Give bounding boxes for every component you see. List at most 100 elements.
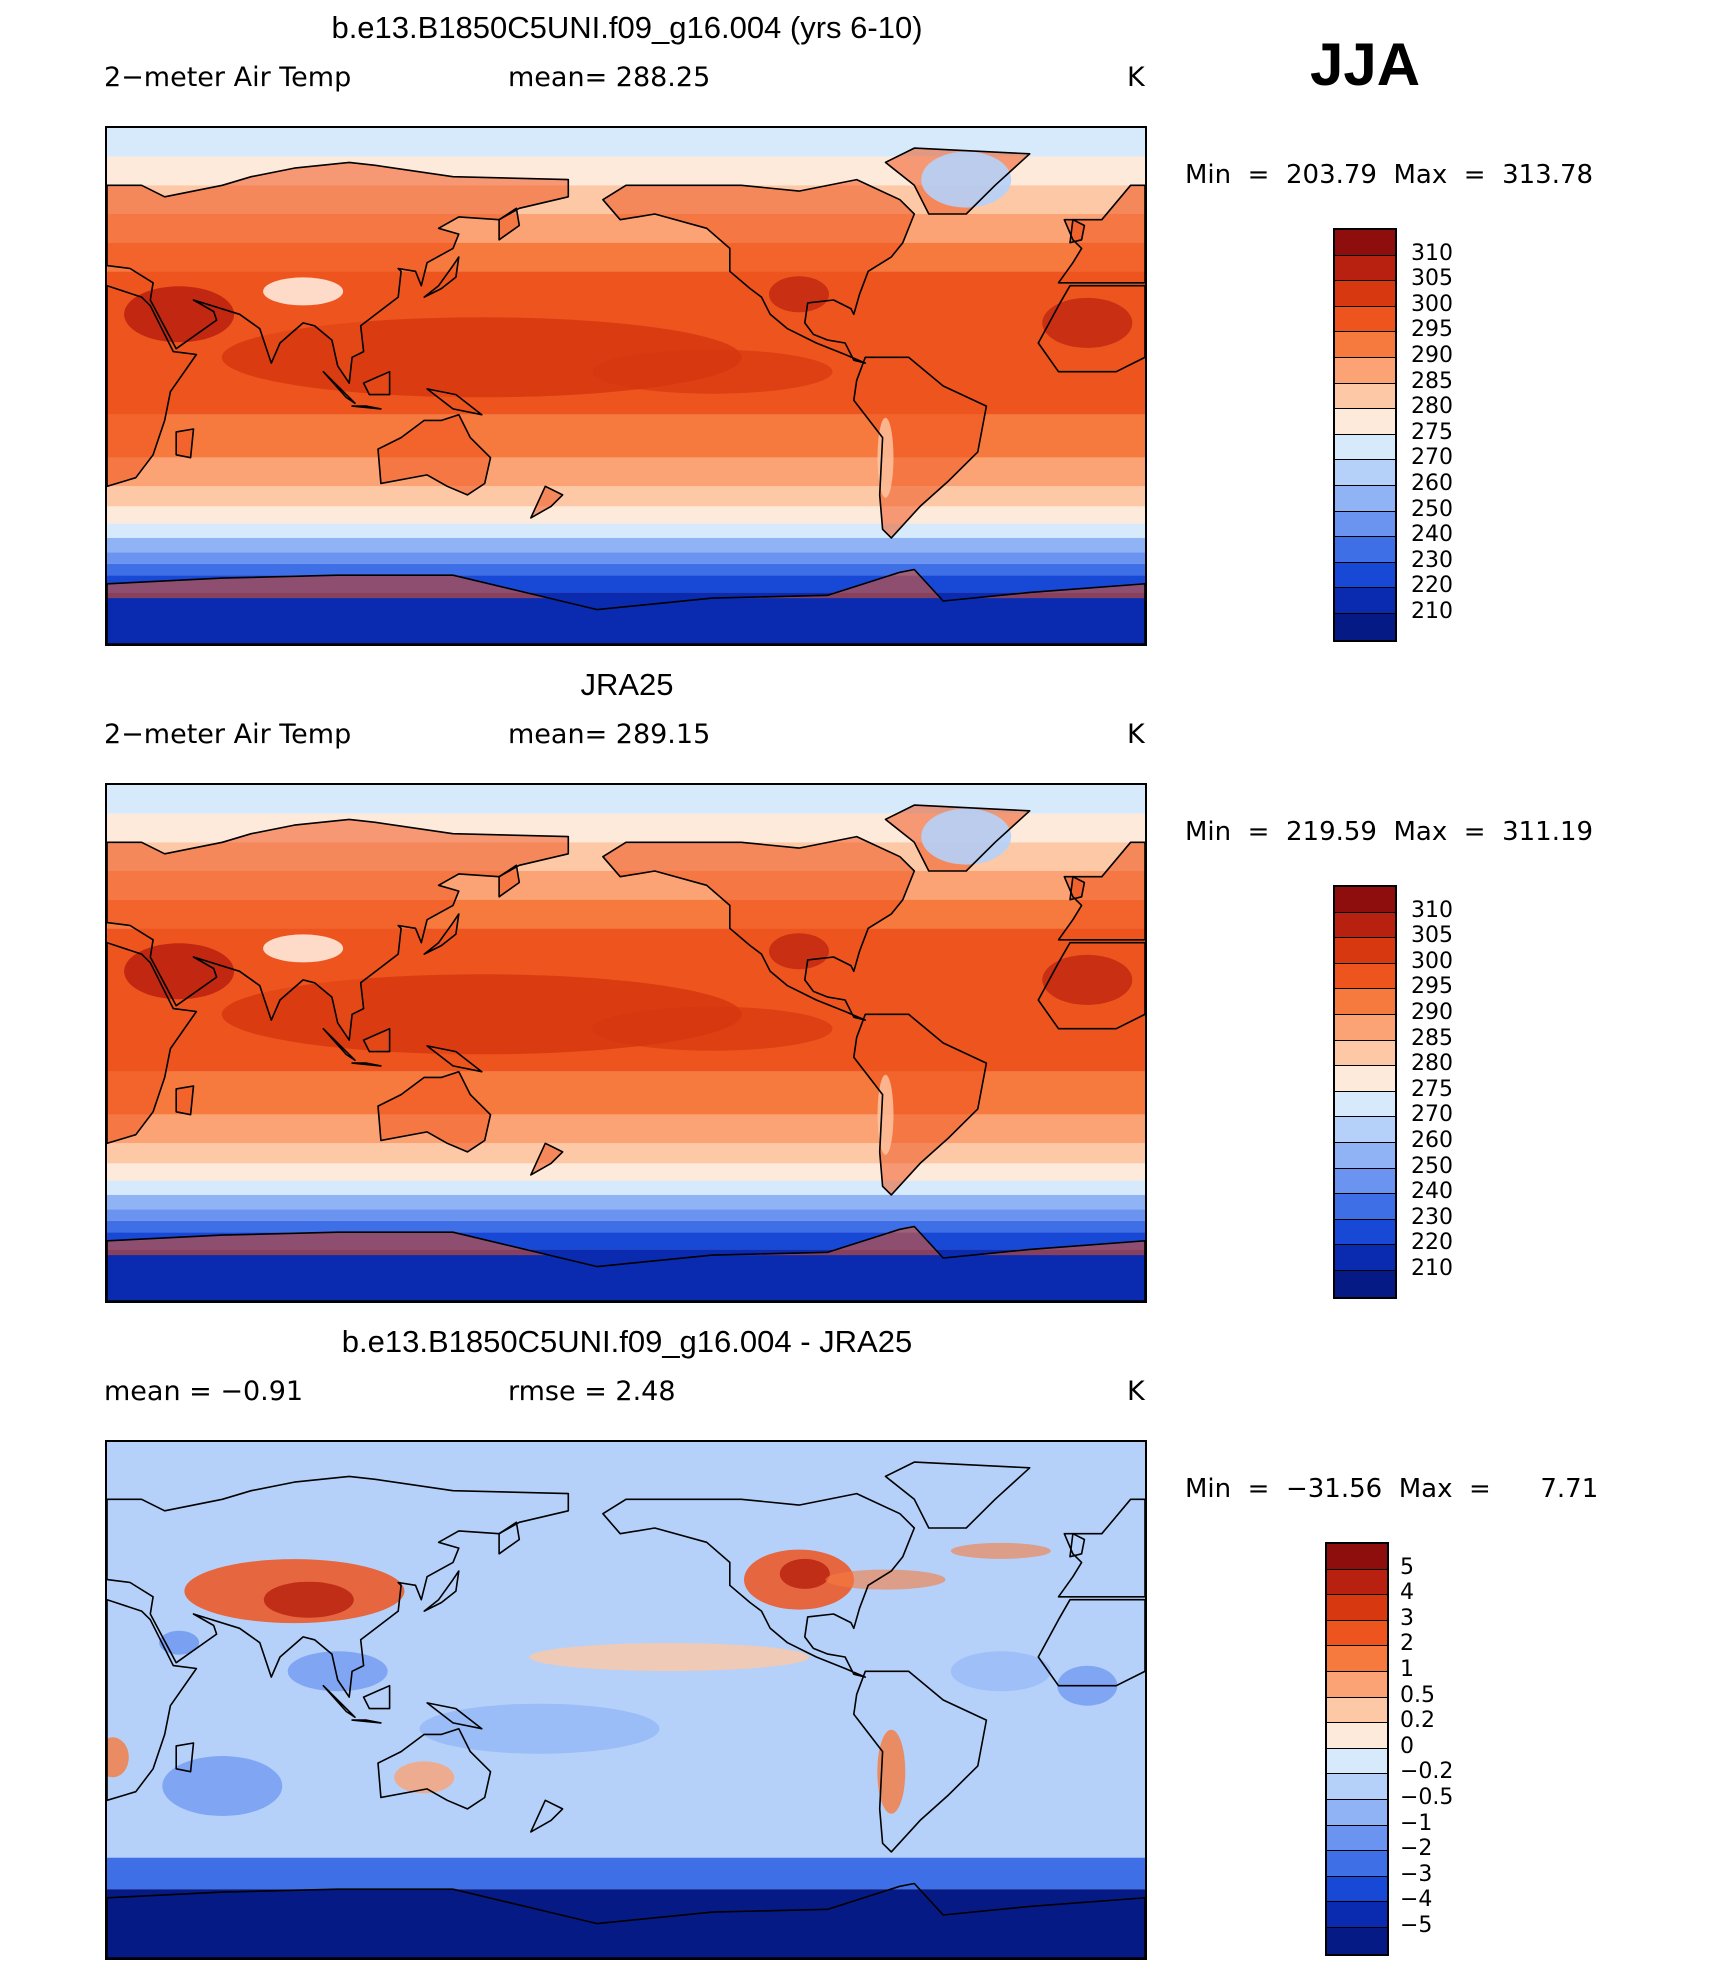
colorbar-tick-label: 285 (1411, 368, 1453, 394)
colorbar-tick-label: 285 (1411, 1025, 1453, 1051)
colorbar-cell (1327, 1902, 1387, 1928)
rmse-label: rmse = 2.48 (508, 1376, 676, 1407)
colorbar-cell (1327, 1646, 1387, 1672)
colorbar-tick-label: 275 (1411, 419, 1453, 445)
colorbar-tick-label: 310 (1411, 240, 1453, 266)
colorbar-tick-label: 280 (1411, 394, 1453, 420)
colorbar-tick-label: −1 (1400, 1810, 1433, 1836)
colorbar-tick-label: 230 (1411, 1204, 1453, 1230)
colorbar-cell (1335, 485, 1395, 512)
colorbar-cell (1335, 989, 1395, 1015)
colorbar-tick-label: 295 (1411, 317, 1453, 343)
colorbar-tick-label: 240 (1411, 522, 1453, 548)
colorbar (1333, 228, 1397, 642)
colorbar-tick-label: 260 (1411, 1128, 1453, 1153)
units-label: K (1127, 1376, 1145, 1407)
variable-label: 2−meter Air Temp (104, 62, 352, 93)
colorbar-cell (1335, 357, 1395, 384)
season-label: JJA (1310, 31, 1421, 98)
colorbar-tick-label: 300 (1411, 948, 1453, 974)
colorbar-tick-label: 270 (1411, 1102, 1453, 1128)
map-obs (105, 783, 1147, 1303)
panel-title: JRA25 (580, 667, 674, 702)
colorbar-tick-label: −3 (1400, 1861, 1433, 1887)
colorbar-tick-label: 305 (1411, 923, 1453, 949)
colorbar-tick-label: 4 (1400, 1580, 1414, 1606)
colorbar-cell (1335, 230, 1395, 256)
colorbar-tick-label: 2 (1400, 1631, 1414, 1657)
colorbar-tick-label: −4 (1400, 1887, 1433, 1913)
colorbar-tick-label: 250 (1411, 496, 1453, 522)
map-diff (105, 1440, 1147, 1960)
mean-label: mean= 288.25 (508, 62, 711, 93)
colorbar-tick-label: 290 (1411, 343, 1453, 368)
colorbar-tick-label: 0.2 (1400, 1708, 1435, 1734)
colorbar-cell (1327, 1927, 1387, 1954)
colorbar-cell (1327, 1748, 1387, 1775)
colorbar-tick-label: 275 (1411, 1076, 1453, 1102)
map-field (107, 128, 1145, 644)
colorbar-cell (1327, 1671, 1387, 1698)
panel-obs: JRA25 2−meter Air Temp mean= 289.15 K Mi… (0, 657, 1710, 1313)
colorbar-tick-label: 0 (1400, 1733, 1414, 1759)
colorbar-tick-label: −0.2 (1400, 1759, 1454, 1785)
colorbar-cell (1335, 306, 1395, 333)
colorbar-cell (1335, 588, 1395, 614)
colorbar-cell (1335, 332, 1395, 358)
colorbar-tick-label: 295 (1411, 974, 1453, 1000)
colorbar-tick-label: 250 (1411, 1153, 1453, 1179)
mean-label: mean = −0.91 (104, 1376, 304, 1407)
colorbar-cell (1335, 1168, 1395, 1195)
colorbar-cell (1335, 1091, 1395, 1118)
colorbar-cell (1335, 1270, 1395, 1297)
colorbar-tick-label: 290 (1411, 1000, 1453, 1025)
map-field (107, 1442, 1145, 1958)
colorbar-cell (1335, 1117, 1395, 1143)
panel-title: b.e13.B1850C5UNI.f09_g16.004 - JRA25 (341, 1324, 913, 1359)
colorbar-tick-label: 3 (1400, 1605, 1414, 1631)
map-model (105, 126, 1147, 646)
colorbar-tick-label: 270 (1411, 445, 1453, 471)
colorbar-tick-label: 210 (1411, 599, 1453, 624)
colorbar-cell (1335, 460, 1395, 486)
colorbar-tick-label: 220 (1411, 1230, 1453, 1256)
colorbar-tick-label: 230 (1411, 547, 1453, 573)
colorbar-cell (1335, 281, 1395, 307)
colorbar-cell (1327, 1851, 1387, 1877)
map-field (107, 785, 1145, 1301)
colorbar-cell (1335, 511, 1395, 538)
colorbar-cell (1335, 1219, 1395, 1246)
colorbar-tick-label: 280 (1411, 1051, 1453, 1077)
colorbar-cell (1335, 912, 1395, 939)
colorbar-cell (1335, 1245, 1395, 1271)
colorbar-tick-label: 260 (1411, 471, 1453, 496)
colorbar-tick-label: 305 (1411, 266, 1453, 292)
colorbar-cell (1335, 938, 1395, 964)
colorbar-cell (1327, 1876, 1387, 1903)
colorbar-tick-label: 1 (1400, 1657, 1414, 1682)
colorbar-tick-label: 5 (1400, 1554, 1414, 1580)
colorbar-cell (1335, 963, 1395, 990)
colorbar (1333, 885, 1397, 1299)
colorbar-cell (1335, 1142, 1395, 1169)
colorbar-cell (1327, 1544, 1387, 1570)
variable-label: 2−meter Air Temp (104, 719, 352, 750)
colorbar-cell (1335, 409, 1395, 435)
colorbar-tick-label: 240 (1411, 1179, 1453, 1205)
panel-diff: b.e13.B1850C5UNI.f09_g16.004 - JRA25 mea… (0, 1314, 1710, 1970)
colorbar-tick-label: −0.5 (1400, 1785, 1454, 1810)
colorbar-cell (1335, 887, 1395, 913)
colorbar-cell (1327, 1595, 1387, 1621)
colorbar-cell (1335, 1194, 1395, 1220)
min-max-label: Min = 203.79 Max = 313.78 (1185, 160, 1594, 190)
colorbar-cell (1327, 1774, 1387, 1800)
colorbar-cell (1327, 1697, 1387, 1724)
units-label: K (1127, 62, 1145, 93)
panel-title: b.e13.B1850C5UNI.f09_g16.004 (yrs 6-10) (331, 10, 923, 45)
colorbar-cell (1327, 1569, 1387, 1596)
colorbar-cell (1327, 1825, 1387, 1852)
colorbar-cell (1335, 562, 1395, 589)
colorbar-tick-label: 0.5 (1400, 1682, 1435, 1708)
colorbar-cell (1335, 434, 1395, 461)
colorbar-cell (1335, 383, 1395, 410)
